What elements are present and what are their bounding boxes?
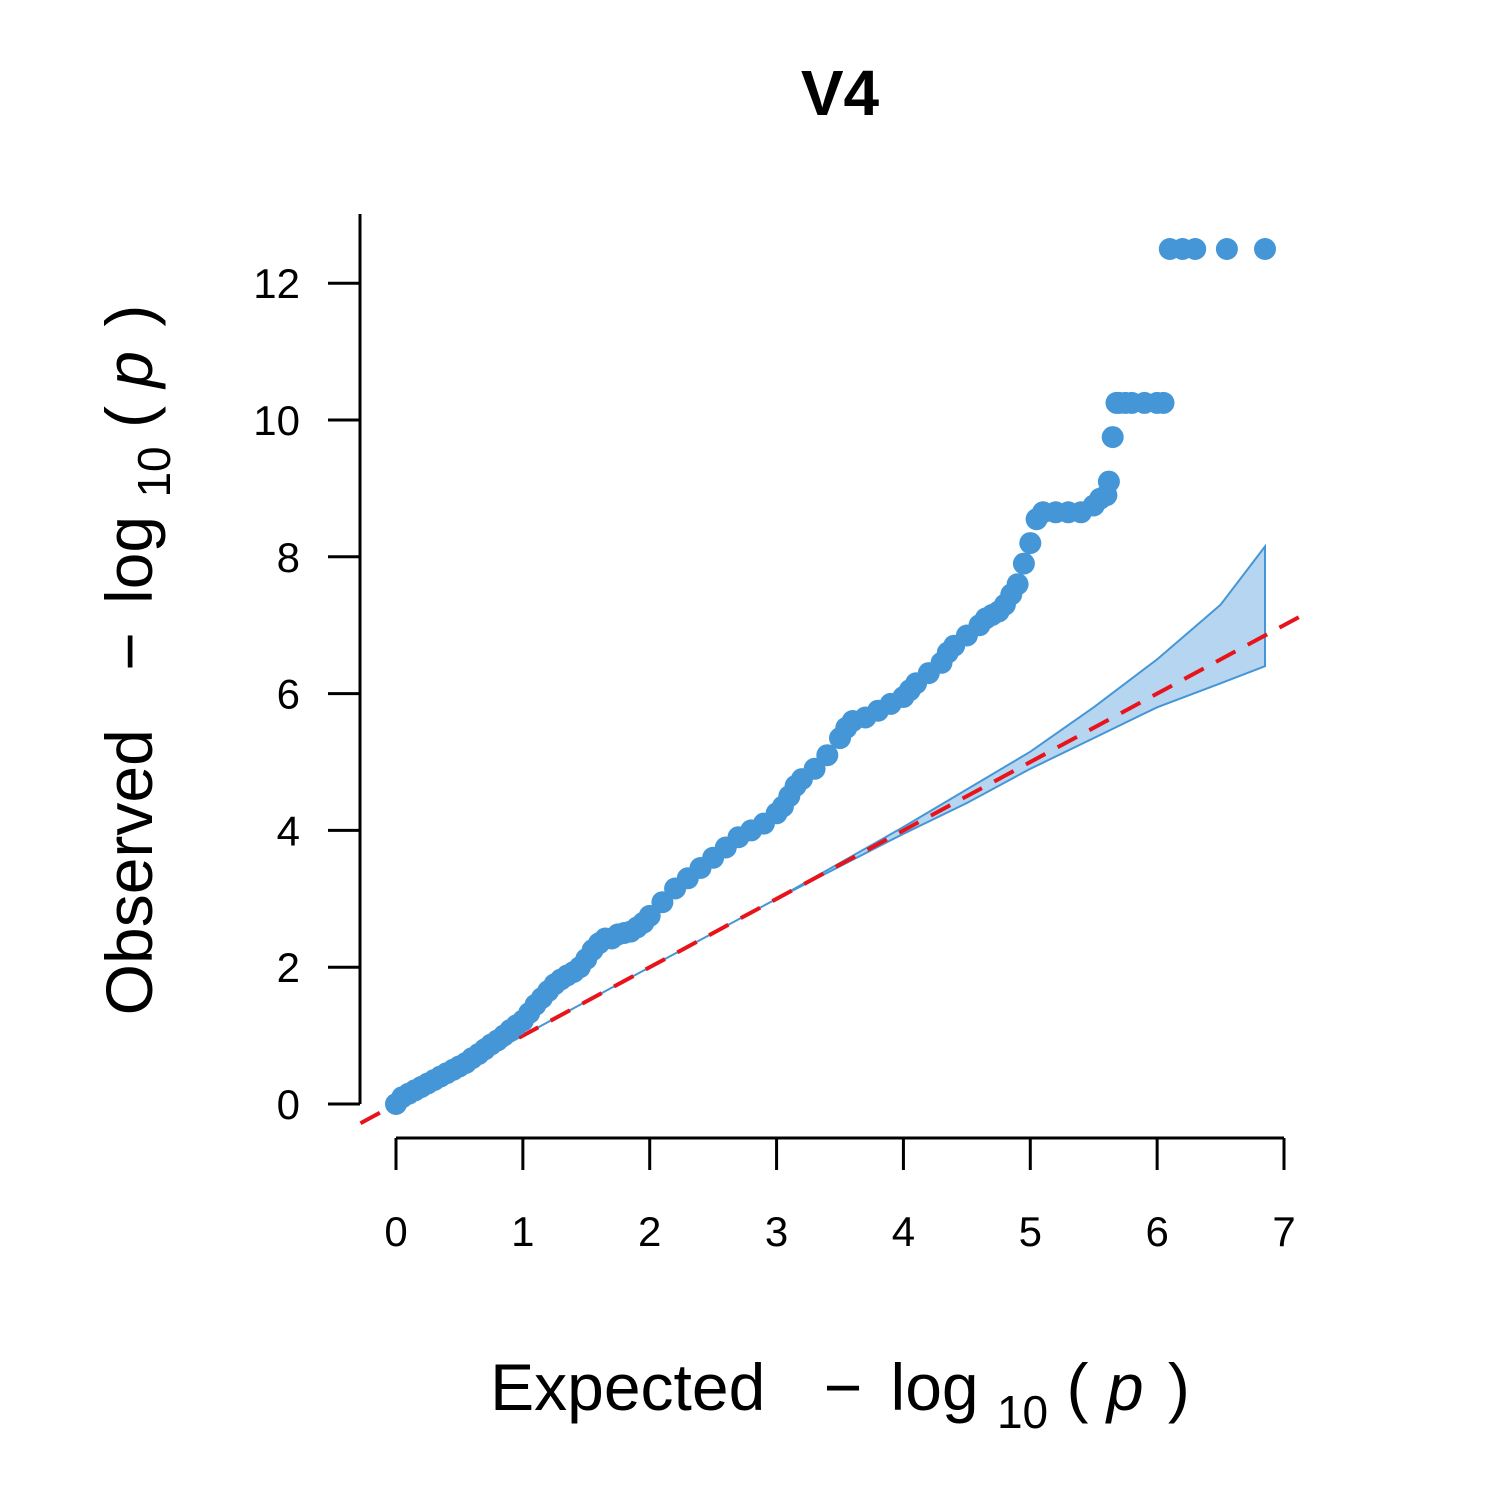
y-axis-title-prefix: Observed [92,729,166,1015]
y-tick-label: 2 [277,944,300,991]
x-axis-title-var: p [1105,1350,1144,1424]
x-axis-title-log: log [891,1350,979,1424]
y-axis-title-var: p [92,351,166,390]
x-axis: 0 1 2 3 4 5 6 7 [384,1136,1296,1255]
x-ticks: 0 1 2 3 4 5 6 7 [384,1138,1296,1255]
data-point [1184,238,1207,260]
x-axis-title-open: ( [1066,1350,1088,1424]
x-tick-label: 4 [892,1208,915,1255]
data-point [1152,391,1175,414]
y-axis-title-close: ) [92,305,166,327]
data-point [816,744,839,767]
y-tick-label: 12 [253,260,300,307]
x-axis-title-sub: 10 [997,1386,1048,1438]
y-tick-label: 6 [277,671,300,718]
x-axis-title-minus: − [824,1350,863,1424]
x-tick-label: 5 [1019,1208,1042,1255]
x-axis-title-close: ) [1168,1350,1190,1424]
data-point [1215,238,1238,260]
x-axis-title: Expected − log 10 ( p ) [490,1350,1190,1442]
y-axis-title: Observed − log 10 ( p ) [92,305,184,1016]
data-point [1006,573,1029,596]
y-axis-title-open: ( [92,406,166,428]
y-ticks: 0 2 4 6 8 10 12 [253,260,360,1128]
x-tick-label: 1 [511,1208,534,1255]
y-tick-label: 0 [277,1081,300,1128]
y-axis-title-log: log [92,516,166,604]
y-tick-label: 4 [277,807,300,854]
x-tick-label: 3 [765,1208,788,1255]
data-point [1254,238,1276,260]
points-layer [385,238,1276,1115]
x-axis-title-prefix: Expected [490,1350,765,1424]
y-axis-title-sub: 10 [128,446,180,497]
x-tick-label: 7 [1272,1208,1295,1255]
y-axis-title-minus: − [92,632,166,671]
data-point [1097,470,1120,493]
data-point [1012,552,1035,575]
data-point [1019,532,1042,555]
y-tick-label: 10 [253,397,300,444]
data-point [1101,426,1124,449]
y-tick-label: 8 [277,534,300,581]
x-tick-label: 0 [384,1208,407,1255]
x-tick-label: 6 [1145,1208,1168,1255]
y-axis: 0 2 4 6 8 10 12 [253,214,362,1128]
chart-title: V4 [801,57,880,129]
x-tick-label: 2 [638,1208,661,1255]
